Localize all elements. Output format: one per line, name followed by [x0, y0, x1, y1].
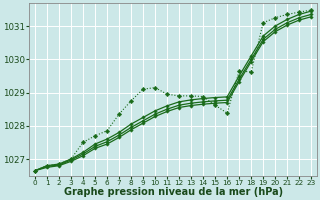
X-axis label: Graphe pression niveau de la mer (hPa): Graphe pression niveau de la mer (hPa): [64, 187, 283, 197]
